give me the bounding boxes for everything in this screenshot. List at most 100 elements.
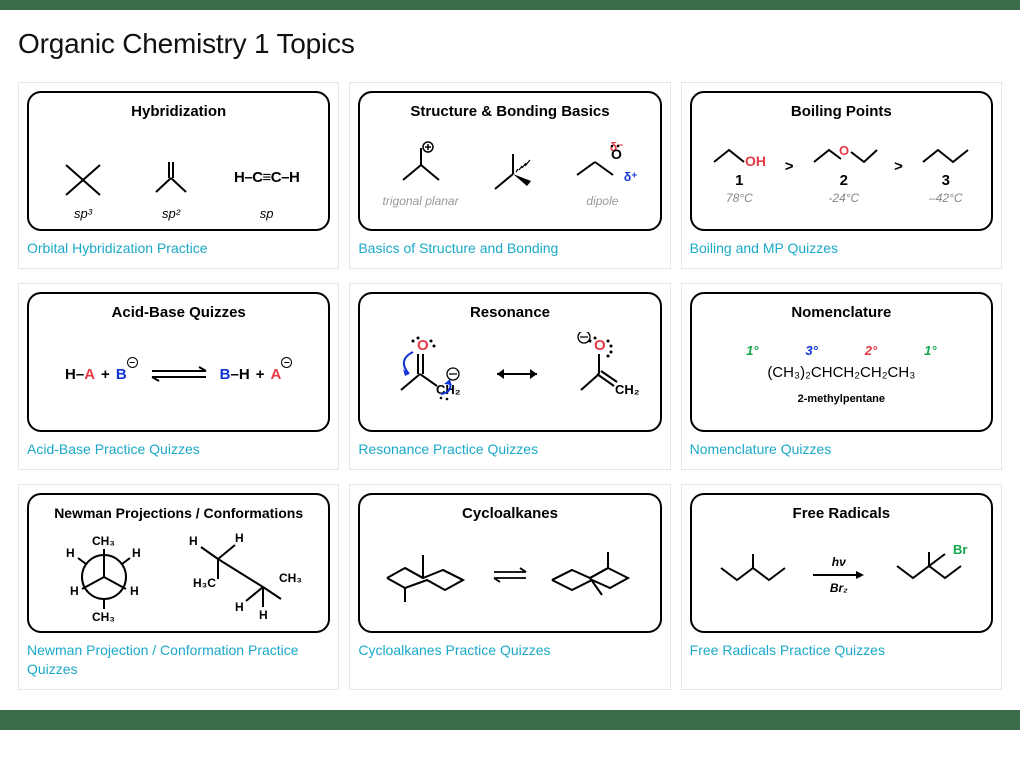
radicals-body: hν Br₂ Br — [702, 528, 981, 623]
gt-2: > — [894, 158, 903, 175]
link-resonance[interactable]: Resonance Practice Quizzes — [358, 440, 661, 459]
content-area: Organic Chemistry 1 Topics Hybridization… — [0, 10, 1020, 690]
svg-text:H: H — [235, 531, 244, 545]
tile-title: Resonance — [470, 304, 550, 321]
nom-name: 2-methylpentane — [798, 393, 885, 405]
oh-text: OH — [745, 153, 766, 169]
wedge-icon — [483, 146, 543, 201]
svg-text:O: O — [611, 146, 622, 162]
chair-right-icon — [540, 540, 645, 610]
topics-grid: Hybridization sp³ — [18, 82, 1002, 690]
sp-col: H–C≡C–H sp — [234, 169, 299, 221]
svg-text:CH₃: CH₃ — [92, 534, 115, 548]
dipole-col: δ⁻ O δ⁺ dipole — [567, 140, 637, 208]
link-cycloalkanes[interactable]: Cycloalkanes Practice Quizzes — [358, 641, 661, 660]
link-structure[interactable]: Basics of Structure and Bonding — [358, 239, 661, 258]
link-acidbase[interactable]: Acid-Base Practice Quizzes — [27, 440, 330, 459]
tile-boiling: Boiling Points OH 1 78°C > — [690, 91, 993, 231]
card-resonance[interactable]: Resonance O CH₂ — [349, 283, 670, 470]
ab-ha: H–A — [65, 366, 95, 383]
bp-temp-2: -24°C — [828, 191, 859, 205]
mol3-icon — [918, 142, 973, 170]
bp-rank-3: 3 — [942, 172, 950, 189]
card-newman[interactable]: Newman Projections / Conformations CH₃ H… — [18, 484, 339, 690]
ab-b: B– — [116, 365, 138, 383]
tile-acidbase: Acid-Base Quizzes H–A + B– B–H + — [27, 292, 330, 432]
svg-text:H: H — [235, 600, 244, 614]
boiling-body: OH 1 78°C > O 2 -24°C — [702, 126, 981, 221]
deg-2: 3° — [805, 343, 817, 358]
tile-cycloalkanes: Cycloalkanes — [358, 493, 661, 633]
mol2-icon: O — [809, 142, 879, 170]
bp-temp-3: –42°C — [929, 191, 963, 205]
svg-text:O: O — [839, 143, 849, 158]
link-boiling[interactable]: Boiling and MP Quizzes — [690, 239, 993, 258]
card-radicals[interactable]: Free Radicals hν Br₂ — [681, 484, 1002, 690]
acidbase-body: H–A + B– B–H + A– — [39, 327, 318, 422]
link-radicals[interactable]: Free Radicals Practice Quizzes — [690, 641, 993, 660]
sp-label: sp — [260, 206, 274, 221]
delta-plus: δ⁺ — [624, 170, 638, 184]
svg-text:H: H — [189, 534, 198, 548]
svg-text:CH₂: CH₂ — [615, 382, 640, 397]
trigonal-icon — [391, 140, 451, 190]
svg-text:H: H — [259, 608, 268, 622]
structure-body: trigonal planar — [370, 126, 649, 221]
mol1-icon: OH — [709, 142, 769, 170]
tile-title: Acid-Base Quizzes — [112, 304, 246, 321]
svg-text:H₃C: H₃C — [193, 576, 216, 590]
hybridization-body: sp³ sp² H–C≡C–H sp — [39, 126, 318, 221]
tile-title: Hybridization — [131, 103, 226, 120]
tile-nomenclature: Nomenclature 1° 3° 2° 1° (CH₃)₂CHCH₂CH₂C… — [690, 292, 993, 432]
svg-text:O: O — [594, 337, 606, 354]
resonance-right-icon: O CH₂ — [561, 332, 641, 417]
trigonal-col: trigonal planar — [383, 140, 459, 208]
page-title: Organic Chemistry 1 Topics — [18, 28, 1002, 60]
link-hybridization[interactable]: Orbital Hybridization Practice — [27, 239, 330, 258]
product-wrap: Br — [889, 548, 969, 603]
hv-label: hν — [832, 555, 846, 569]
bottom-bar — [0, 710, 1020, 730]
cycloalkanes-body — [370, 528, 649, 623]
nom-formula: (CH₃)₂CHCH₂CH₂CH₃ — [767, 364, 915, 381]
top-bar — [0, 0, 1020, 10]
tile-resonance: Resonance O CH₂ — [358, 292, 661, 432]
card-structure[interactable]: Structure & Bonding Basics trigonal plan… — [349, 82, 670, 269]
tile-title: Cycloalkanes — [462, 505, 558, 522]
bp-temp-1: 78°C — [726, 191, 753, 205]
sp2-label: sp² — [162, 206, 180, 221]
svg-text:O: O — [417, 337, 429, 354]
card-acidbase[interactable]: Acid-Base Quizzes H–A + B– B–H + — [18, 283, 339, 470]
newman-projection-icon: CH₃ H H H H CH₃ — [44, 527, 164, 622]
tile-radicals: Free Radicals hν Br₂ — [690, 493, 993, 633]
card-boiling[interactable]: Boiling Points OH 1 78°C > — [681, 82, 1002, 269]
degree-row: 1° 3° 2° 1° — [723, 343, 960, 358]
card-nomenclature[interactable]: Nomenclature 1° 3° 2° 1° (CH₃)₂CHCH₂CH₂C… — [681, 283, 1002, 470]
dipole-label: dipole — [586, 194, 618, 208]
sp-formula: H–C≡C–H — [234, 169, 299, 186]
deg-4: 1° — [924, 343, 936, 358]
svg-text:H: H — [70, 584, 79, 598]
equilibrium-arrows-icon — [144, 364, 214, 384]
card-cycloalkanes[interactable]: Cycloalkanes — [349, 484, 670, 690]
card-hybridization[interactable]: Hybridization sp³ — [18, 82, 339, 269]
reaction-conditions: hν Br₂ — [811, 555, 866, 595]
gt-1: > — [785, 158, 794, 175]
tile-title: Nomenclature — [791, 304, 891, 321]
deg-1: 1° — [746, 343, 758, 358]
br-label: Br — [953, 542, 967, 557]
ab-bh: B–H — [220, 366, 250, 383]
sp3-icon — [58, 160, 108, 200]
ab-plus-2: + — [256, 366, 265, 383]
resonance-left-icon: O CH₂ — [379, 332, 474, 417]
sp2-icon — [146, 160, 196, 200]
newman-body: CH₃ H H H H CH₃ — [39, 527, 318, 623]
bp-col-3: 3 –42°C — [918, 142, 973, 205]
reactant-icon — [713, 550, 788, 600]
link-newman[interactable]: Newman Projection / Conformation Practic… — [27, 641, 330, 679]
equilibrium-arrows-icon — [490, 565, 530, 585]
svg-text:H: H — [130, 584, 139, 598]
svg-text:H: H — [66, 546, 75, 560]
link-nomenclature[interactable]: Nomenclature Quizzes — [690, 440, 993, 459]
sp2-col: sp² — [146, 160, 196, 221]
